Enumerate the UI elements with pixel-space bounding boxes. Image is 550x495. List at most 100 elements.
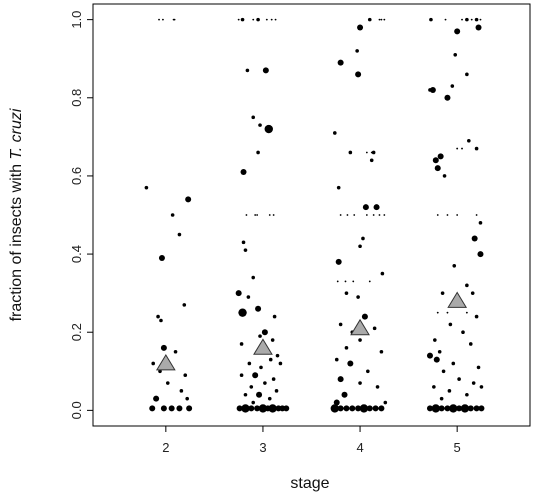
data-point (256, 17, 260, 22)
data-point (336, 185, 341, 190)
data-point (251, 275, 256, 280)
data-point (258, 123, 262, 127)
data-point (252, 18, 255, 21)
y-tick-label: 0.0 (69, 401, 84, 419)
data-point (355, 71, 362, 78)
data-point (375, 385, 380, 389)
data-point (347, 360, 354, 367)
y-tick-label: 1.0 (69, 11, 84, 29)
data-point (267, 396, 272, 401)
data-point (254, 405, 261, 412)
data-point (278, 361, 283, 366)
data-point (353, 214, 356, 216)
x-tick-label: 5 (454, 440, 461, 455)
x-axis: 2 3 4 5 (162, 426, 461, 455)
data-point (432, 385, 436, 389)
data-point (358, 338, 362, 342)
data-point (241, 240, 246, 245)
data-point (268, 214, 271, 216)
y-axis-title-prefix: fraction of insects with (8, 160, 25, 322)
data-point (372, 405, 379, 412)
data-point (475, 214, 478, 216)
data-point (383, 18, 386, 21)
data-point (471, 235, 478, 242)
data-point (461, 330, 465, 335)
data-point (429, 86, 436, 93)
data-point (236, 405, 243, 412)
y-tick-label: 0.2 (69, 323, 84, 341)
data-point (275, 353, 280, 358)
data-point (373, 204, 380, 211)
data-point (151, 361, 156, 366)
plot-frame (92, 3, 531, 427)
data-point (357, 24, 364, 31)
data-point (358, 381, 362, 385)
data-point (380, 271, 385, 276)
data-point (348, 150, 353, 155)
data-point (479, 18, 482, 21)
data-point (265, 18, 268, 21)
data-point (368, 280, 371, 283)
data-point (356, 295, 360, 299)
data-point (237, 18, 240, 21)
data-point (434, 165, 441, 172)
data-point (333, 399, 340, 406)
data-point (346, 214, 349, 216)
data-point (268, 357, 273, 362)
data-point (444, 405, 451, 412)
data-point (162, 18, 164, 21)
data-point (467, 405, 474, 412)
data-point (355, 405, 362, 412)
data-point (240, 17, 245, 22)
data-point (465, 311, 468, 314)
data-point (358, 244, 362, 249)
data-point (245, 68, 250, 73)
data-point (349, 405, 356, 412)
data-point (262, 67, 269, 74)
data-point (431, 404, 441, 413)
data-point (366, 369, 370, 374)
data-point (471, 381, 476, 385)
data-point (456, 405, 463, 412)
data-point (447, 389, 452, 393)
data-point (437, 153, 444, 160)
data-point (438, 405, 445, 412)
data-point (456, 147, 459, 150)
data-point (254, 214, 257, 216)
x-axis-title: stage (290, 475, 329, 492)
data-point (379, 349, 384, 354)
data-point (460, 404, 470, 413)
y-axis-title-species: T. cruzi (8, 108, 25, 159)
data-point (173, 18, 176, 21)
data-point (251, 400, 256, 405)
stage-means (155, 291, 468, 371)
data-point (475, 24, 482, 31)
data-point (361, 313, 368, 320)
data-point (362, 204, 369, 211)
data-point (274, 18, 277, 21)
data-point (452, 263, 457, 268)
data-point (344, 346, 349, 350)
data-point (182, 303, 187, 307)
data-point (479, 385, 484, 389)
data-point (160, 405, 167, 412)
data-point (252, 372, 259, 379)
data-point (241, 404, 250, 413)
data-point (470, 18, 473, 21)
data-point (429, 17, 433, 22)
data-point (272, 214, 275, 216)
data-point (449, 404, 458, 413)
data-point (359, 404, 369, 413)
data-point (352, 280, 355, 283)
data-point (271, 377, 276, 381)
data-point (341, 391, 348, 398)
data-point (453, 52, 458, 57)
x-tick-label: 2 (162, 440, 169, 455)
data-point (378, 18, 381, 21)
data-point (173, 349, 178, 354)
data-point (263, 381, 267, 385)
data-point (440, 291, 445, 295)
data-point (259, 365, 263, 370)
data-point (334, 357, 339, 362)
data-point (439, 396, 444, 401)
